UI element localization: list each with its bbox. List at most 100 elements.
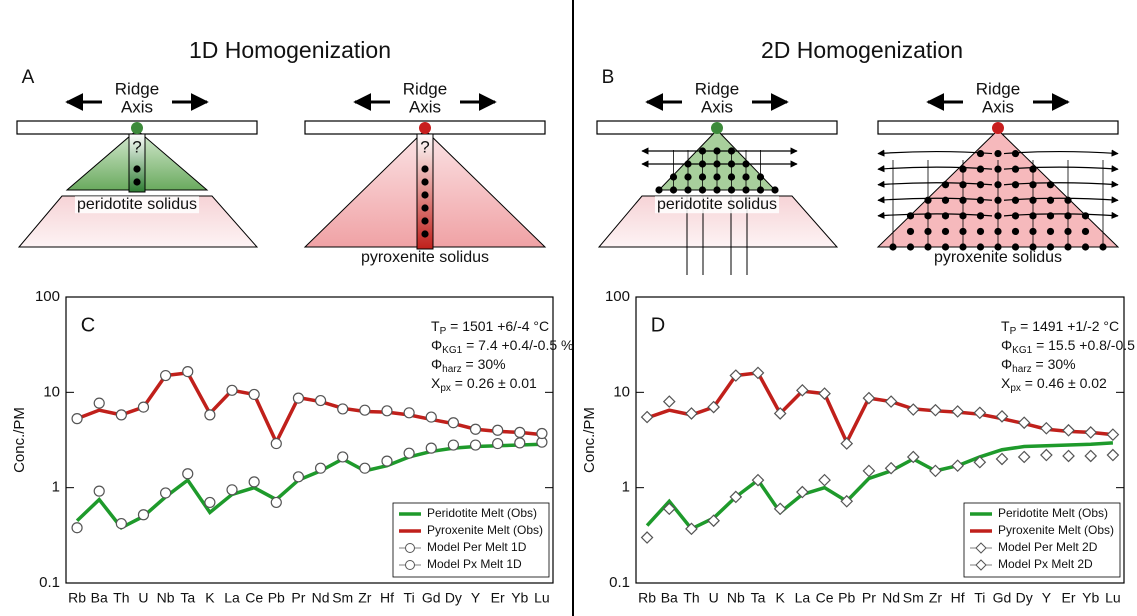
model-point-group: [116, 410, 126, 420]
model-point-group: [841, 438, 852, 449]
annotation: Xpx = 0.26 ± 0.01: [431, 375, 537, 394]
x-tick-label: Zr: [358, 590, 372, 606]
melt-dot: [1082, 212, 1089, 219]
melt-dot: [977, 228, 984, 235]
model-point: [1019, 417, 1030, 428]
model-point: [515, 427, 525, 437]
melt-dot: [1012, 181, 1019, 188]
melt-dot: [421, 204, 428, 211]
melt-dot: [133, 178, 140, 185]
model-point: [1063, 425, 1074, 436]
model-point-group: [819, 475, 830, 486]
model-point: [94, 398, 104, 408]
ridge-point: [131, 122, 143, 134]
model-point: [819, 475, 830, 486]
model-point-group: [227, 485, 237, 495]
model-point-group: [227, 385, 237, 395]
annotation: TP = 1501 +6/-4 °C: [431, 318, 549, 337]
model-point-group: [448, 418, 458, 428]
model-point-group: [271, 439, 281, 449]
model-point: [819, 388, 830, 399]
legend-marker: [406, 544, 415, 553]
model-point: [664, 396, 675, 407]
model-point: [271, 439, 281, 449]
ridge-label: Ridge: [976, 79, 1020, 98]
model-point: [360, 405, 370, 415]
melt-dot: [994, 150, 1001, 157]
model-point-group: [404, 408, 414, 418]
x-tick-label: Dy: [445, 590, 462, 606]
model-point: [293, 472, 303, 482]
melt-dot: [771, 186, 778, 193]
x-tick-label: Hf: [951, 590, 965, 606]
model-point-group: [886, 396, 897, 407]
x-tick-label: Pr: [291, 590, 305, 606]
model-point-group: [426, 443, 436, 453]
melt-dot: [1012, 197, 1019, 204]
solidus-label: peridotite solidus: [77, 196, 197, 213]
model-point: [908, 404, 919, 415]
x-tick-label: Ce: [245, 590, 263, 606]
ridge-point: [419, 122, 431, 134]
x-tick-label: Gd: [993, 590, 1012, 606]
model-point: [382, 406, 392, 416]
model-point: [493, 425, 503, 435]
model-point: [338, 452, 348, 462]
model-point-group: [1041, 423, 1052, 434]
annotation-text: = 1501 +6/-4 °C: [446, 318, 549, 334]
model-point: [161, 371, 171, 381]
annotation: TP = 1491 +1/-2 °C: [1001, 318, 1119, 337]
melt-dot: [421, 178, 428, 185]
x-tick-label: Er: [491, 590, 505, 606]
model-point: [448, 418, 458, 428]
model-point: [183, 367, 193, 377]
annotation: ΦKG1 = 15.5 +0.8/-0.5 %: [1001, 337, 1137, 356]
model-point-group: [183, 469, 193, 479]
model-point: [471, 424, 481, 434]
model-point-group: [952, 406, 963, 417]
model-point: [515, 438, 525, 448]
x-tick-label: Y: [1042, 590, 1052, 606]
x-tick-label: Nd: [882, 590, 900, 606]
figure: 1D HomogenizationARidgeAxis?peridotite s…: [0, 0, 1137, 616]
x-tick-label: Pb: [268, 590, 285, 606]
annotation-text: = 15.5 +0.8/-0.5 %: [1032, 337, 1137, 353]
x-tick-label: Nb: [727, 590, 745, 606]
x-tick-label: La: [795, 590, 811, 606]
x-tick-label: U: [138, 590, 148, 606]
model-point-group: [686, 408, 697, 419]
model-point-group: [1107, 450, 1118, 461]
melt-dot: [1082, 228, 1089, 235]
model-point-group: [708, 515, 719, 526]
model-point-group: [94, 486, 104, 496]
model-point-group: [72, 414, 82, 424]
solidus-label: pyroxenite solidus: [361, 249, 489, 266]
model-point: [426, 412, 436, 422]
model-point-group: [316, 463, 326, 473]
panel-label: B: [602, 67, 615, 88]
model-point-group: [271, 497, 281, 507]
model-point: [360, 463, 370, 473]
x-tick-label: Nd: [312, 590, 330, 606]
ridge-label: Ridge: [695, 79, 739, 98]
x-tick-label: K: [205, 590, 215, 606]
question-mark: ?: [420, 137, 429, 156]
model-point: [1107, 450, 1118, 461]
annotation-text: = 0.46 ± 0.02: [1021, 375, 1107, 391]
x-tick-label: Hf: [380, 590, 394, 606]
model-point: [116, 519, 126, 529]
annotation-text: = 0.26 ± 0.01: [451, 375, 537, 391]
model-point: [316, 463, 326, 473]
model-point-group: [360, 463, 370, 473]
annotation-symbol: Φ: [1001, 356, 1012, 372]
legend-label: Peridotite Melt (Obs): [427, 506, 537, 520]
melt-dot: [977, 166, 984, 173]
model-point: [94, 486, 104, 496]
model-point-group: [997, 453, 1008, 464]
model-point-group: [338, 404, 348, 414]
model-point: [952, 460, 963, 471]
annotation-sub: harz: [1012, 364, 1031, 375]
x-tick-label: Ta: [751, 590, 766, 606]
model-point: [642, 412, 653, 423]
model-point: [72, 523, 82, 533]
